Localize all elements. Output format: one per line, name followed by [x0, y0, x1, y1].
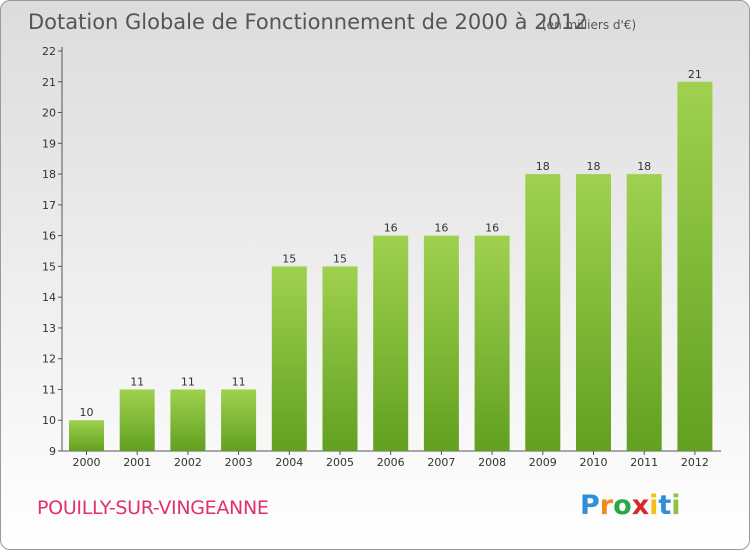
y-tick-label: 21 — [42, 76, 56, 89]
logo-letter: t — [658, 490, 672, 521]
x-tick-label: 2009 — [529, 456, 557, 469]
x-tick-label: 2004 — [275, 456, 303, 469]
logo-letter: x — [631, 490, 650, 521]
data-label: 16 — [485, 222, 499, 235]
bar — [525, 174, 561, 452]
y-tick-label: 10 — [42, 414, 56, 427]
y-tick-label: 19 — [42, 137, 56, 150]
bar — [474, 235, 510, 451]
y-tick-label: 11 — [42, 383, 56, 396]
bar — [576, 174, 611, 452]
x-tick-label: 2006 — [377, 456, 405, 469]
x-tick-label: 2003 — [225, 456, 253, 469]
data-label: 15 — [333, 252, 347, 265]
data-label: 15 — [282, 252, 296, 265]
x-tick-label: 2002 — [174, 456, 202, 469]
data-label: 11 — [181, 375, 195, 388]
bar — [170, 389, 206, 451]
y-tick-label: 20 — [42, 107, 56, 120]
chart-title: Dotation Globale de Fonctionnement de 20… — [28, 10, 588, 34]
data-label: 18 — [536, 160, 550, 173]
data-label: 10 — [80, 406, 94, 419]
commune-name: POUILLY-SUR-VINGEANNE — [37, 497, 269, 519]
data-label: 18 — [637, 160, 651, 173]
data-label: 16 — [384, 222, 398, 235]
x-tick-label: 2007 — [427, 456, 455, 469]
data-label: 11 — [130, 375, 144, 388]
x-tick-label: 2001 — [123, 456, 151, 469]
bar — [271, 266, 307, 451]
y-tick-label: 17 — [42, 199, 56, 212]
chart-subtitle: (en milliers d'€) — [542, 18, 637, 32]
y-tick-label: 9 — [49, 445, 56, 458]
logo-letter: o — [613, 490, 632, 521]
proxiti-logo: Proxiti — [580, 490, 681, 521]
bar — [119, 389, 155, 451]
bar — [423, 235, 459, 451]
y-tick-label: 13 — [42, 322, 56, 335]
bar — [373, 235, 409, 451]
x-tick-label: 2010 — [580, 456, 608, 469]
bar — [221, 389, 257, 451]
y-tick-label: 18 — [42, 168, 56, 181]
y-tick-label: 15 — [42, 260, 56, 273]
bar — [322, 266, 358, 451]
data-label: 21 — [688, 68, 702, 81]
x-tick-label: 2000 — [73, 456, 101, 469]
data-label: 16 — [434, 222, 448, 235]
x-tick-label: 2011 — [630, 456, 658, 469]
data-label: 18 — [587, 160, 601, 173]
y-tick-label: 16 — [42, 230, 56, 243]
logo-letter: P — [580, 490, 600, 521]
logo-letter: i — [671, 490, 681, 521]
bar — [69, 420, 104, 451]
x-tick-label: 2005 — [326, 456, 354, 469]
bar — [626, 174, 662, 452]
x-tick-label: 2008 — [478, 456, 506, 469]
logo-letter: i — [649, 490, 659, 521]
bar — [677, 81, 713, 452]
y-tick-label: 14 — [42, 291, 56, 304]
y-tick-label: 12 — [42, 353, 56, 366]
x-tick-label: 2012 — [681, 456, 709, 469]
logo-letter: r — [599, 490, 614, 521]
data-label: 11 — [232, 375, 246, 388]
y-tick-label: 22 — [42, 45, 56, 58]
